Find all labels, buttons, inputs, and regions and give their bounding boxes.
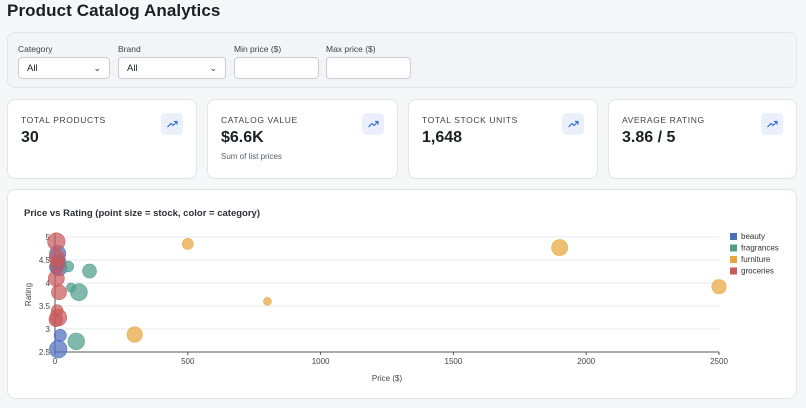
x-tick-label: 2500 <box>710 357 728 366</box>
min-price-label: Min price ($) <box>234 44 282 54</box>
trend-up-icon <box>562 113 584 135</box>
page-title: Product Catalog Analytics <box>7 1 221 20</box>
legend-label-beauty: beauty <box>741 232 765 241</box>
brand-select-value: All <box>127 62 138 74</box>
filters-panel: Category All ⌄ Brand All ⌄ Min price ($)… <box>7 32 797 88</box>
brand-filter: Brand All ⌄ <box>118 43 226 79</box>
data-point-groceries <box>48 312 63 327</box>
kpi-label: AVERAGE RATING <box>622 115 705 125</box>
y-tick-label: 3 <box>46 325 51 334</box>
brand-select[interactable]: All ⌄ <box>118 57 226 79</box>
kpi-subtext: Sum of list prices <box>221 152 282 161</box>
x-axis-label: Price ($) <box>372 374 403 383</box>
scatter-chart: 2.5 3 3.5 4 4.5 5 0 500 1000 1500 2000 2500 Price ($… <box>24 232 779 383</box>
x-tick-label: 0 <box>53 357 58 366</box>
legend-swatch-beauty <box>730 233 737 240</box>
trend-up-icon <box>362 113 384 135</box>
x-tick-label: 1000 <box>312 357 330 366</box>
category-label: Category <box>18 44 53 54</box>
data-point-beauty <box>53 328 67 342</box>
chevron-down-icon: ⌄ <box>93 62 101 73</box>
brand-label: Brand <box>118 44 141 54</box>
category-select[interactable]: All ⌄ <box>18 57 110 79</box>
kpi-catalog-value: CATALOG VALUE $6.6K Sum of list prices <box>207 99 398 179</box>
legend-label-fragrances: fragrances <box>741 244 779 253</box>
max-price-label: Max price ($) <box>326 44 376 54</box>
x-tick-label: 1500 <box>445 357 463 366</box>
kpi-label: TOTAL PRODUCTS <box>21 115 106 125</box>
data-point-furniture <box>181 238 194 250</box>
kpi-total-stock-units: TOTAL STOCK UNITS 1,648 <box>408 99 598 179</box>
x-tick-label: 2000 <box>577 357 595 366</box>
kpi-total-products: TOTAL PRODUCTS 30 <box>7 99 197 179</box>
y-tick-label: 3.5 <box>39 302 51 311</box>
data-point-furniture <box>711 279 727 295</box>
min-price-input[interactable] <box>234 57 319 79</box>
data-point-furniture <box>263 297 272 306</box>
max-price-filter: Max price ($) <box>326 43 411 79</box>
data-point-groceries <box>47 270 65 287</box>
chart-card: Price vs Rating (point size = stock, col… <box>7 189 797 399</box>
max-price-input[interactable] <box>326 57 411 79</box>
kpi-average-rating: AVERAGE RATING 3.86 / 5 <box>608 99 797 179</box>
data-point-beauty <box>49 340 68 359</box>
data-point-groceries <box>50 257 66 273</box>
data-point-groceries <box>51 284 67 301</box>
category-filter: Category All ⌄ <box>18 43 110 79</box>
min-price-filter: Min price ($) <box>234 43 319 79</box>
category-select-value: All <box>27 62 38 74</box>
data-point-groceries <box>47 232 66 251</box>
data-point-fragrances <box>82 263 97 279</box>
chart-title: Price vs Rating (point size = stock, col… <box>24 208 260 219</box>
kpi-value: 30 <box>21 129 39 146</box>
x-tick-label: 500 <box>181 357 195 366</box>
legend-label-groceries: groceries <box>741 267 774 276</box>
kpi-value: 3.86 / 5 <box>622 129 676 146</box>
legend-label-furniture: furniture <box>741 255 771 264</box>
legend-swatch-groceries <box>730 267 737 275</box>
kpi-value: 1,648 <box>422 129 463 146</box>
kpi-label: CATALOG VALUE <box>221 115 298 125</box>
y-tick-label: 2.5 <box>39 348 51 357</box>
legend-swatch-furniture <box>730 256 737 263</box>
data-point-fragrances <box>66 282 76 293</box>
data-point-furniture <box>126 326 143 343</box>
trend-up-icon <box>161 113 183 135</box>
data-point-fragrances <box>67 332 85 351</box>
legend-swatch-fragrances <box>730 244 737 252</box>
y-axis-label: Rating <box>24 283 33 306</box>
trend-up-icon <box>761 113 783 135</box>
data-point-furniture <box>551 239 568 256</box>
kpi-value: $6.6K <box>221 129 264 146</box>
kpi-label: TOTAL STOCK UNITS <box>422 115 518 125</box>
y-tick-label: 4 <box>46 279 51 288</box>
y-tick-label: 5 <box>46 233 51 242</box>
chevron-down-icon: ⌄ <box>209 62 217 73</box>
y-tick-label: 4.5 <box>39 256 51 265</box>
